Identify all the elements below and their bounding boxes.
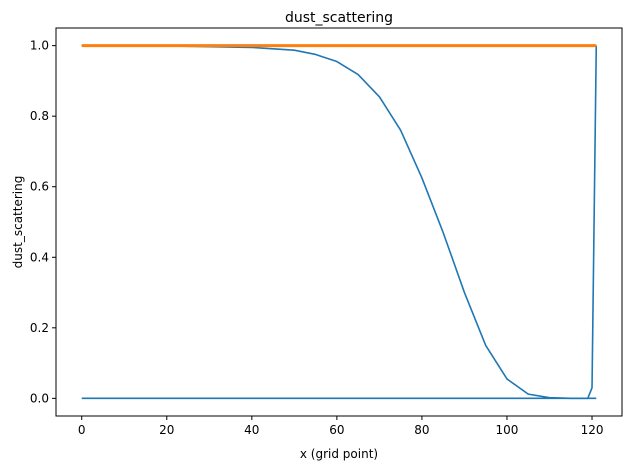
x-tick-label: 80 (414, 423, 429, 437)
x-tick-label: 100 (496, 423, 519, 437)
series-line-0 (81, 44, 598, 400)
x-axis-ticks: 0 20 40 60 80 100 120 (78, 416, 604, 437)
y-tick-label: 0.2 (30, 321, 49, 335)
plot-lines (81, 44, 598, 400)
y-tick-label: 0.8 (30, 109, 49, 123)
x-tick-label: 20 (159, 423, 174, 437)
y-tick-label: 0.6 (30, 180, 49, 194)
x-tick-label: 40 (244, 423, 259, 437)
x-tick-label: 0 (78, 423, 86, 437)
y-tick-label: 0.4 (30, 250, 49, 264)
y-axis-ticks: 0.0 0.2 0.4 0.6 0.8 1.0 (30, 39, 56, 405)
chart-title: dust_scattering (285, 10, 393, 26)
y-tick-label: 1.0 (30, 39, 49, 53)
x-tick-label: 60 (329, 423, 344, 437)
y-tick-label: 0.0 (30, 391, 49, 405)
plot-area-frame (55, 27, 623, 417)
x-tick-label: 120 (581, 423, 604, 437)
y-axis-label: dust_scattering (11, 176, 25, 269)
x-axis-label: x (grid point) (300, 447, 378, 461)
